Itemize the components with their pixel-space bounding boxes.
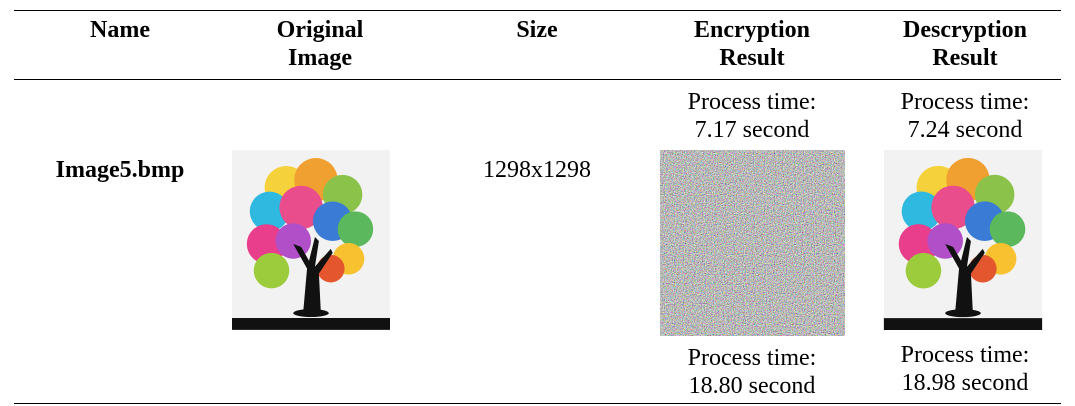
header-cell: Descryption Result xyxy=(878,16,1053,72)
decrypted-image xyxy=(883,150,1043,330)
header-cell: Original Image xyxy=(250,16,390,72)
top-rule xyxy=(14,10,1061,11)
bottom-rule xyxy=(14,403,1061,404)
process-time: Process time: 7.17 second xyxy=(667,88,837,144)
header-cell: Name xyxy=(45,16,195,44)
encrypted-image xyxy=(660,150,845,336)
header-cell: Size xyxy=(462,16,612,44)
process-time: Process time: 7.24 second xyxy=(880,88,1050,144)
process-time: Process time: 18.98 second xyxy=(880,341,1050,397)
image-size: 1298x1298 xyxy=(437,156,637,184)
header-cell: Encryption Result xyxy=(665,16,840,72)
process-time: Process time: 18.80 second xyxy=(667,344,837,400)
image-name: Image5.bmp xyxy=(20,156,220,184)
header-rule xyxy=(14,79,1061,80)
original-image xyxy=(232,150,390,330)
page: Name Original Image Size Encryption Resu… xyxy=(0,0,1075,406)
